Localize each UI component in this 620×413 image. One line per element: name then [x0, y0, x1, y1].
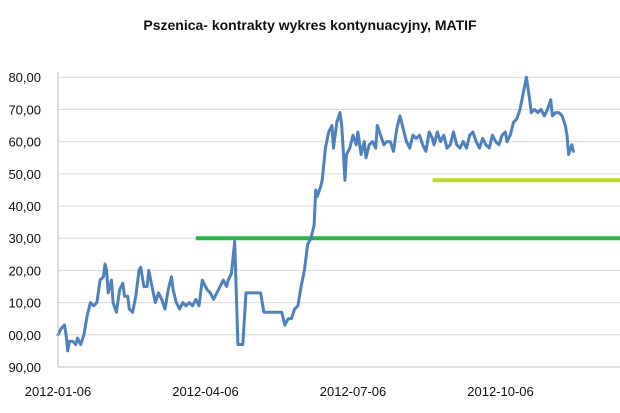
- y-tick-label: 00,00: [8, 328, 41, 343]
- y-tick-label: 20,00: [8, 263, 41, 278]
- x-tick-label: 2012-04-06: [172, 384, 239, 399]
- grid-layer: [58, 76, 620, 368]
- y-axis: 90,00 00,00 10,00 20,00 30,00 40,00 50,00 60,00…: [8, 70, 620, 375]
- x-tick-label: 2012-07-06: [320, 384, 387, 399]
- x-tick-label: 2012-01-06: [25, 384, 92, 399]
- y-tick-label: 70,00: [8, 102, 41, 117]
- x-tick-label: 2012-10-06: [467, 384, 534, 399]
- y-tick-label: 60,00: [8, 135, 41, 150]
- y-tick-label: 80,00: [8, 70, 41, 85]
- y-tick-label: 30,00: [8, 231, 41, 246]
- y-tick-label: 50,00: [8, 167, 41, 182]
- price-series-line: [56, 75, 575, 353]
- series-layer: [56, 75, 575, 353]
- y-tick-label: 10,00: [8, 296, 41, 311]
- x-axis: 2012-01-06 2012-04-06 2012-07-06 2012-10-06…: [25, 384, 534, 399]
- y-tick-label: 40,00: [8, 199, 41, 214]
- chart-title: Pszenica- kontrakty wykres kontynuacyjny…: [143, 17, 477, 33]
- reference-lines: [195, 178, 620, 241]
- y-tick-label: 90,00: [8, 360, 41, 375]
